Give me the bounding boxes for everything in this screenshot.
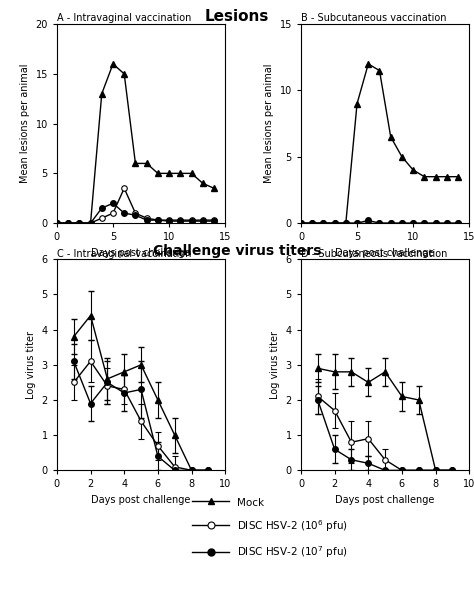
- X-axis label: Days post challenge: Days post challenge: [336, 495, 435, 505]
- Text: Lesions: Lesions: [205, 9, 269, 24]
- Text: C - Intravaginal vaccination: C - Intravaginal vaccination: [57, 248, 191, 259]
- Text: Challenge virus titers: Challenge virus titers: [153, 244, 321, 258]
- Text: A - Intravaginal vaccination: A - Intravaginal vaccination: [57, 13, 191, 24]
- Text: D - Subcutaneous vaccination: D - Subcutaneous vaccination: [301, 248, 447, 259]
- Legend: Mock, DISC HSV-2 (10$^6$ pfu), DISC HSV-2 (10$^7$ pfu): Mock, DISC HSV-2 (10$^6$ pfu), DISC HSV-…: [192, 497, 348, 560]
- Y-axis label: Log virus titer: Log virus titer: [26, 331, 36, 399]
- X-axis label: Days post challenge: Days post challenge: [91, 248, 191, 257]
- X-axis label: Days post challenge: Days post challenge: [91, 495, 191, 505]
- Text: B - Subcutaneous vaccination: B - Subcutaneous vaccination: [301, 13, 447, 24]
- Y-axis label: Mean lesions per animal: Mean lesions per animal: [20, 64, 30, 183]
- Y-axis label: Log virus titer: Log virus titer: [270, 331, 280, 399]
- X-axis label: Days post challenge: Days post challenge: [336, 248, 435, 257]
- Y-axis label: Mean lesions per animal: Mean lesions per animal: [264, 64, 274, 183]
